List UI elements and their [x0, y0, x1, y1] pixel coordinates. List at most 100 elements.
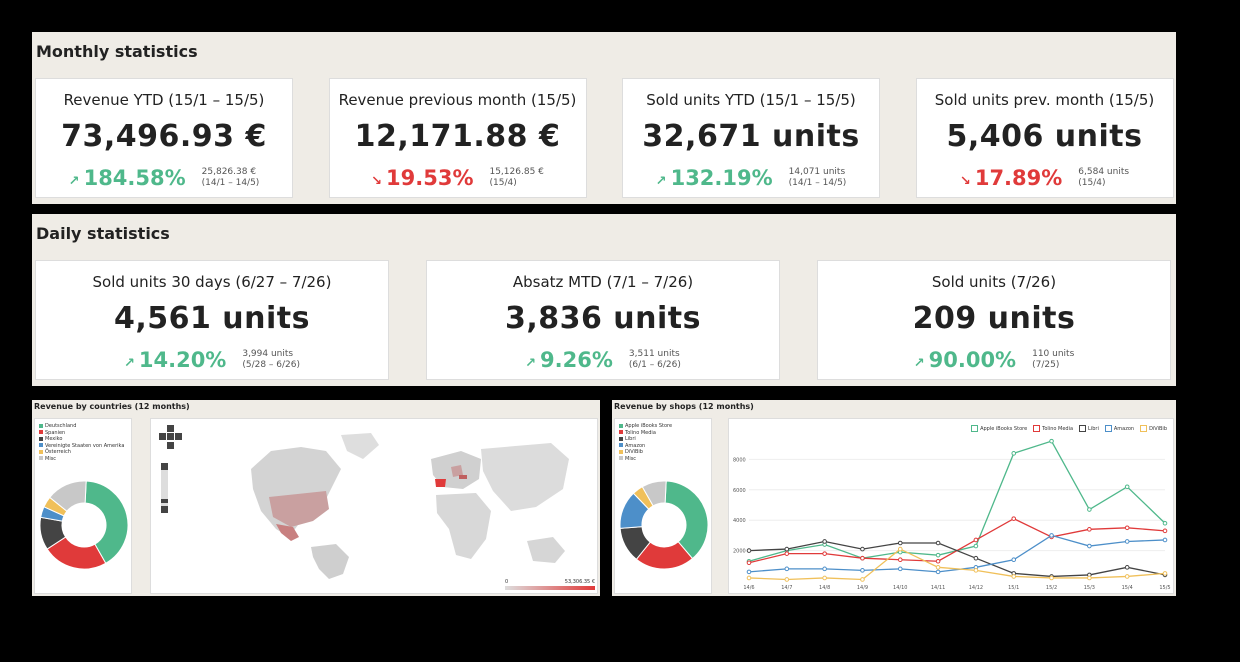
data-point[interactable] — [784, 546, 790, 552]
zoom-out-icon[interactable] — [161, 506, 168, 513]
pan-left-icon[interactable] — [159, 433, 166, 440]
data-point[interactable] — [935, 540, 941, 546]
legend-item[interactable]: Apple iBooks Store — [619, 423, 672, 430]
trend-down-icon: ↘ — [371, 174, 383, 189]
data-point[interactable] — [1162, 528, 1168, 534]
line-legend-item[interactable]: Tolino Media — [1033, 425, 1073, 432]
data-point[interactable] — [1049, 438, 1054, 444]
zoom-in-icon[interactable] — [161, 463, 168, 470]
data-point[interactable] — [860, 577, 865, 582]
map-pan-controls[interactable] — [159, 425, 182, 450]
pan-center-icon[interactable] — [167, 433, 174, 440]
line-chart-legend: Apple iBooks Store Tolino Media Libri Amazo… — [965, 425, 1167, 432]
data-point[interactable] — [784, 551, 790, 556]
data-point[interactable] — [822, 551, 827, 556]
pan-down-icon[interactable] — [167, 442, 174, 449]
stat-value: 5,406 units — [946, 119, 1143, 154]
donut-slice-5[interactable] — [641, 480, 667, 507]
x-tick-label: 14/9 — [857, 585, 868, 591]
data-point[interactable] — [1011, 574, 1017, 579]
legend-item[interactable]: Österreich — [39, 449, 124, 456]
legend-item[interactable]: DiViBib — [619, 449, 672, 456]
data-point[interactable] — [897, 540, 903, 546]
legend-item[interactable]: Amazon — [619, 443, 672, 450]
legend-item[interactable]: Vereinigte Staaten von Amerika — [39, 443, 124, 450]
data-point[interactable] — [1124, 484, 1130, 490]
data-point[interactable] — [746, 575, 752, 581]
data-point[interactable] — [746, 560, 752, 566]
data-point[interactable] — [973, 537, 979, 543]
zoom-handle[interactable] — [161, 499, 168, 503]
pan-up-icon[interactable] — [167, 425, 174, 432]
data-point[interactable] — [897, 566, 903, 572]
data-point[interactable] — [973, 543, 979, 549]
legend-item[interactable]: Tolino Media — [619, 430, 672, 437]
data-point[interactable] — [1087, 543, 1092, 549]
data-point[interactable] — [1124, 525, 1130, 531]
data-point[interactable] — [746, 548, 752, 553]
line-legend-label: DiViBib — [1149, 426, 1167, 432]
data-point[interactable] — [973, 568, 979, 573]
data-point[interactable] — [935, 569, 941, 575]
line-legend-item[interactable]: Amazon — [1104, 425, 1134, 432]
data-point[interactable] — [860, 546, 865, 552]
donut-slice-0[interactable] — [84, 480, 129, 564]
data-point[interactable] — [1087, 507, 1092, 512]
stat-value: 32,671 units — [642, 119, 860, 154]
map-mexico — [276, 524, 299, 541]
data-point[interactable] — [784, 577, 790, 582]
data-point[interactable] — [1162, 571, 1168, 576]
line-legend-item[interactable]: DiViBib — [1140, 425, 1167, 432]
data-point[interactable] — [897, 546, 903, 552]
legend-item[interactable]: Deutschland — [39, 423, 124, 430]
data-point[interactable] — [935, 558, 941, 564]
data-point[interactable] — [784, 566, 790, 572]
data-point[interactable] — [973, 555, 979, 561]
line-legend-label: Apple iBooks Store — [980, 426, 1028, 432]
data-point[interactable] — [860, 568, 865, 573]
legend-item[interactable]: Libri — [619, 436, 672, 443]
stat-comparison-period: (14/1 – 14/5) — [201, 178, 260, 188]
data-point[interactable] — [935, 552, 941, 558]
stat-change-percent: 14.20% — [138, 348, 227, 372]
data-point[interactable] — [746, 569, 752, 575]
line-legend-swatch — [1104, 425, 1112, 432]
stat-comparison: 6,584 units (15/4) — [1078, 167, 1129, 189]
data-point[interactable] — [822, 566, 827, 572]
data-point[interactable] — [1049, 533, 1054, 538]
data-point[interactable] — [1011, 557, 1017, 563]
world-map[interactable]: 0 53,306.35 € — [150, 418, 598, 594]
donut-slice-5[interactable] — [49, 480, 87, 512]
data-point[interactable] — [897, 557, 903, 563]
legend-item[interactable]: Misc — [619, 456, 672, 463]
daily-stat-card-1: Absatz MTD (7/1 – 7/26) 3,836 units ↗ 9.26%… — [426, 260, 780, 380]
x-tick-label: 15/1 — [1008, 585, 1019, 591]
legend-item[interactable]: Mexiko — [39, 436, 124, 443]
stat-comparison: 3,511 units (6/1 – 6/26) — [629, 349, 681, 371]
data-point[interactable] — [1124, 574, 1130, 579]
line-legend-item[interactable]: Apple iBooks Store — [971, 425, 1028, 432]
data-point[interactable] — [1124, 565, 1130, 570]
data-point[interactable] — [1087, 527, 1092, 532]
legend-item[interactable]: Misc — [39, 456, 124, 463]
data-point[interactable] — [1124, 539, 1130, 544]
donut-slice-0[interactable] — [664, 480, 709, 560]
legend-item[interactable]: Spanien — [39, 430, 124, 437]
data-point[interactable] — [1162, 537, 1168, 543]
data-point[interactable] — [1087, 575, 1092, 581]
monthly-statistics-title: Monthly statistics — [36, 42, 198, 61]
data-point[interactable] — [1162, 520, 1168, 526]
stat-comparison: 14,071 units (14/1 – 14/5) — [789, 167, 847, 189]
data-point[interactable] — [860, 555, 865, 561]
data-point[interactable] — [1011, 451, 1017, 456]
data-point[interactable] — [1049, 575, 1054, 581]
data-point[interactable] — [935, 565, 941, 570]
data-point[interactable] — [822, 575, 827, 581]
pan-right-icon[interactable] — [175, 433, 182, 440]
data-point[interactable] — [1011, 516, 1017, 521]
zoom-slider[interactable] — [161, 463, 168, 513]
line-legend-item[interactable]: Libri — [1079, 425, 1099, 432]
data-point[interactable] — [822, 539, 827, 544]
map-austria — [459, 475, 467, 479]
map-australia — [527, 537, 565, 563]
